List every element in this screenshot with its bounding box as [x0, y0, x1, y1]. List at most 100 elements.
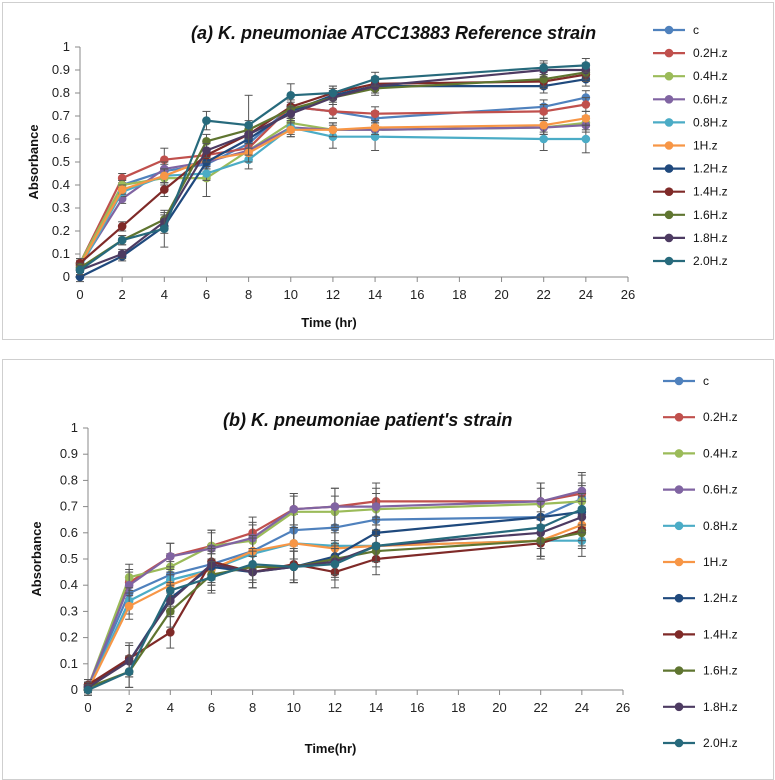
legend-label: 1.6H.z [693, 208, 728, 222]
x-tick-label: 8 [249, 700, 256, 715]
y-tick-label: 0.8 [52, 85, 70, 100]
series-2.0H.z [83, 493, 587, 696]
data-point [166, 628, 175, 637]
legend-label: 0.6H.z [693, 92, 728, 106]
legend-label: 1.4H.z [703, 627, 738, 641]
x-tick-label: 4 [167, 700, 174, 715]
data-point [124, 667, 134, 676]
legend-label: 1.2H.z [693, 162, 728, 176]
legend-item-0.4H.z: 0.4H.z [663, 446, 738, 460]
legend-marker [674, 738, 684, 748]
data-point [117, 249, 127, 259]
data-point [117, 185, 127, 194]
y-tick-label: 0.7 [60, 499, 78, 514]
y-tick-label: 0.3 [52, 200, 70, 215]
legend-marker [674, 449, 684, 458]
data-point [371, 541, 381, 551]
legend-label: 1H.z [703, 555, 728, 569]
x-tick-label: 2 [119, 287, 126, 302]
legend-item-1H.z: 1H.z [653, 139, 718, 153]
chart-panel-b: (b) K. pneumoniae patient's strain 0 2 4 6 8 1… [2, 359, 774, 780]
x-tick-label: 24 [579, 287, 593, 302]
data-point [536, 523, 545, 532]
data-point [289, 538, 299, 548]
data-point [83, 685, 93, 695]
y-tick-label: 0.2 [52, 223, 70, 238]
chart-a: (a) K. pneumoniae ATCC13883 Reference st… [26, 23, 728, 330]
x-tick-label: 20 [492, 700, 506, 715]
series-line [79, 68, 586, 272]
legend-label: 1.6H.z [703, 664, 738, 678]
x-tick-label: 14 [369, 700, 383, 715]
x-tick-label: 12 [328, 700, 342, 715]
legend-label: 2.0H.z [703, 736, 738, 750]
y-tick-label: 0.9 [52, 62, 70, 77]
legend-label: 1.8H.z [693, 231, 728, 245]
legend-marker [674, 630, 684, 639]
x-tick-label: 12 [326, 287, 340, 302]
legend-label: 0.8H.z [693, 115, 728, 129]
legend-item-0.2H.z: 0.2H.z [653, 46, 728, 60]
legend-marker [664, 71, 674, 81]
y-tick-label: 0 [63, 269, 70, 284]
chart-panel-a: (a) K. pneumoniae ATCC13883 Reference st… [2, 2, 774, 340]
data-point [328, 88, 338, 98]
data-point [289, 504, 299, 514]
data-point [581, 114, 591, 123]
legend-item-0.6H.z: 0.6H.z [653, 92, 728, 106]
series-0.2H.z [75, 94, 591, 269]
legend-item-0.8H.z: 0.8H.z [663, 519, 738, 533]
legend-marker [674, 593, 684, 603]
data-point [202, 169, 211, 178]
data-point [581, 134, 591, 144]
legend-marker [674, 485, 684, 494]
y-tick-label: 0.2 [60, 630, 78, 645]
x-tick-label: 10 [287, 700, 301, 715]
legend-marker [664, 48, 674, 58]
y-tick-label: 1 [71, 420, 78, 435]
legend-label: 1.8H.z [703, 700, 738, 714]
data-point [370, 109, 380, 118]
legend-marker [664, 233, 674, 243]
data-point [539, 134, 548, 144]
data-point [202, 146, 211, 155]
series-2.0H.z [75, 58, 591, 276]
data-point [328, 107, 338, 116]
data-point [117, 222, 127, 231]
y-axis-title: Absorbance [26, 124, 41, 199]
data-point [330, 559, 340, 569]
legend-item-1H.z: 1H.z [663, 555, 728, 569]
legend-item-0.8H.z: 0.8H.z [653, 115, 728, 129]
series-0.8H.z [75, 120, 591, 273]
series-line [87, 508, 583, 692]
legend-marker [664, 118, 674, 127]
chart-title: (a) K. pneumoniae ATCC13883 Reference st… [191, 23, 596, 43]
x-tick-label: 26 [616, 700, 630, 715]
x-tick-label: 0 [76, 287, 83, 302]
y-tick-label: 0.6 [52, 131, 70, 146]
series-line [79, 117, 586, 267]
y-tick-label: 1 [63, 39, 70, 54]
chart-title: (b) K. pneumoniae patient's strain [223, 410, 512, 430]
legend-label: 1.4H.z [693, 185, 728, 199]
legend-marker [664, 210, 674, 220]
x-tick-label: 4 [161, 287, 168, 302]
legend-item-c: c [653, 23, 699, 37]
y-tick-label: 0.6 [60, 525, 78, 540]
data-point [539, 63, 548, 72]
legend-label: 0.8H.z [703, 519, 738, 533]
legend-label: 0.6H.z [703, 483, 738, 497]
series-line [79, 103, 586, 264]
data-point [330, 502, 340, 511]
legend-item-1.6H.z: 1.6H.z [653, 208, 728, 222]
legend-marker [664, 25, 674, 35]
x-tick-label: 6 [203, 287, 210, 302]
legend-marker [674, 376, 684, 386]
x-tick-label: 2 [126, 700, 133, 715]
legend-item-c: c [663, 374, 709, 388]
legend-item-2.0H.z: 2.0H.z [663, 736, 738, 750]
legend-item-1.2H.z: 1.2H.z [653, 162, 728, 176]
x-tick-label: 14 [368, 287, 382, 302]
data-point [581, 100, 591, 109]
